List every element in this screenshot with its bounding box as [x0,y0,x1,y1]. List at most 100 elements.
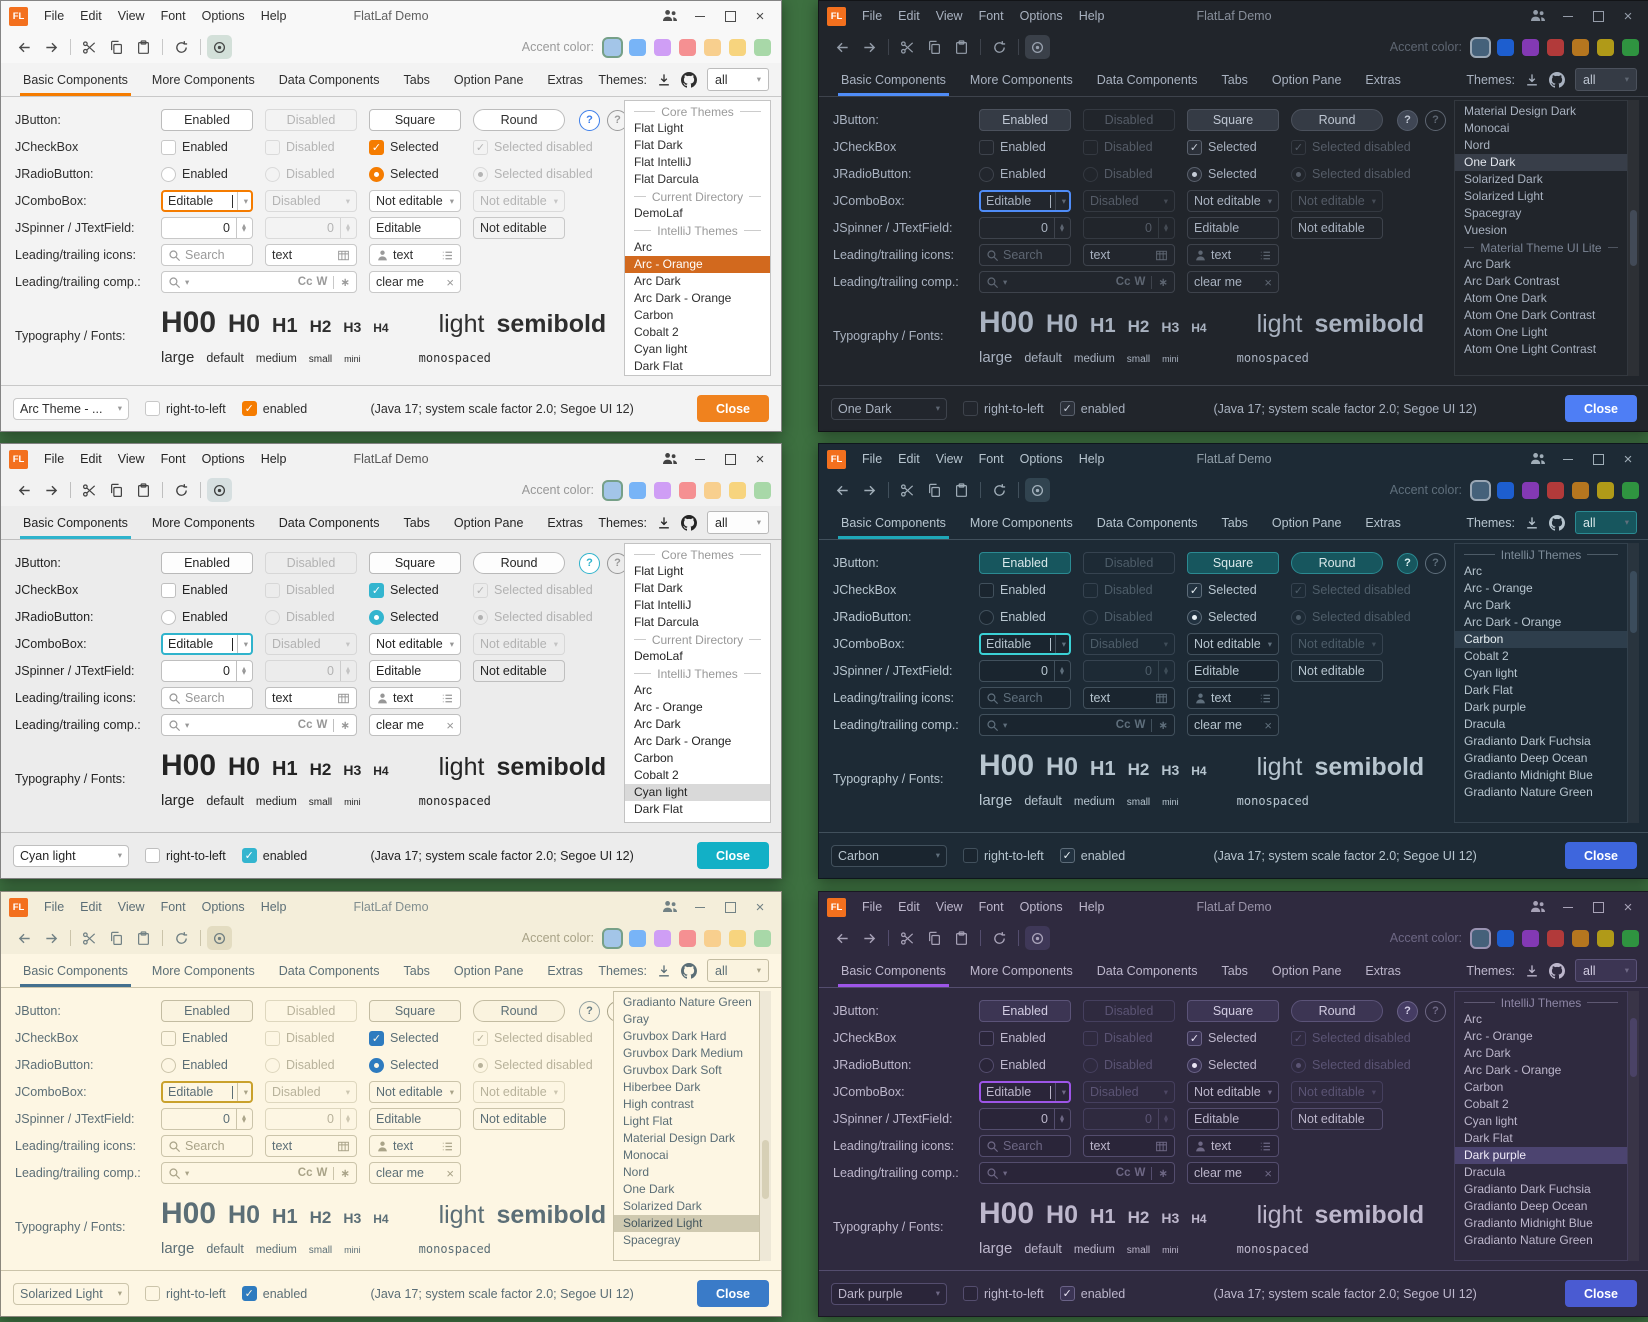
match-case-button[interactable]: Cc [297,719,313,731]
enabled-button[interactable]: Enabled [979,552,1071,574]
paste-icon[interactable] [131,926,156,950]
paste-icon[interactable] [949,35,974,59]
theme-list-item[interactable]: Carbon [1464,1080,1504,1094]
theme-list-item[interactable]: Arc Dark [1464,598,1511,612]
minimize-button[interactable] [1553,895,1583,919]
maximize-button[interactable] [1583,4,1613,28]
download-icon[interactable] [1525,73,1539,87]
checkbox-enabled[interactable]: Enabled [161,139,253,155]
menu-options[interactable]: Options [1019,9,1063,23]
menu-view[interactable]: View [117,900,145,914]
tab-basic-components[interactable]: Basic Components [11,506,140,539]
show-hidden-toggle-icon[interactable] [1025,926,1050,950]
search-field[interactable]: Search [979,1135,1071,1157]
menu-font[interactable]: Font [978,900,1004,914]
radio-enabled[interactable]: Enabled [161,1057,253,1073]
search-with-options-field[interactable]: ▾ Cc W ∗ [161,714,357,736]
text-field-with-table-icon[interactable]: text [1083,687,1175,709]
accent-swatch[interactable] [1597,481,1614,499]
tab-more-components[interactable]: More Components [969,963,1073,978]
back-icon[interactable] [830,926,855,950]
forward-icon[interactable] [857,926,882,950]
menu-options[interactable]: Options [1019,452,1063,466]
tab-extras[interactable]: Extras [1365,963,1401,978]
round-button[interactable]: Round [473,552,565,574]
search-with-options-field[interactable]: ▾ Cc W ∗ [979,1162,1175,1184]
combobox-arrow-button[interactable]: ▾ [236,635,248,653]
accent-swatch[interactable] [1522,481,1539,499]
search-field[interactable]: Search [161,687,253,709]
back-icon[interactable] [12,926,37,950]
tab-basic-components[interactable]: Basic Components [829,506,958,539]
maximize-button[interactable] [1583,895,1613,919]
copy-icon[interactable] [922,926,947,950]
close-window-button[interactable]: × [1623,898,1633,916]
theme-list-item[interactable]: Arc - Orange [1464,581,1533,595]
help-button[interactable]: ? [1397,1000,1418,1022]
menu-edit[interactable]: Edit [898,900,920,914]
theme-list-item[interactable]: Material Design Dark [623,1131,736,1145]
theme-list-item[interactable]: Solarized Dark [623,1199,702,1213]
radio-enabled[interactable]: Enabled [161,609,253,625]
theme-list-item[interactable]: Gruvbox Dark Hard [623,1029,727,1043]
enabled-checkbox[interactable]: enabled [1059,1286,1125,1301]
whole-word-button[interactable]: W [1134,276,1146,288]
minimize-button[interactable] [685,447,715,471]
theme-list-item[interactable]: Dark purple [1464,700,1527,714]
accent-swatch[interactable] [754,929,771,947]
clear-icon[interactable]: × [446,1165,454,1181]
enabled-checkbox[interactable]: enabled [1059,848,1125,863]
forward-icon[interactable] [857,478,882,502]
regex-button[interactable]: ∗ [340,720,350,732]
github-icon[interactable] [1549,514,1565,531]
minimize-button[interactable] [685,895,715,919]
help-button-secondary[interactable]: ? [1425,552,1446,574]
theme-list-item[interactable]: Atom One Dark Contrast [1464,308,1596,322]
accent-swatch[interactable] [604,481,621,499]
menu-help[interactable]: Help [260,9,287,23]
refresh-icon[interactable] [169,478,194,502]
tab-data-components[interactable]: Data Components [1096,72,1198,87]
tab-tabs[interactable]: Tabs [1221,72,1248,87]
theme-list-item[interactable]: Cyan light [625,784,770,801]
theme-list-item[interactable]: One Dark [1455,154,1627,171]
show-hidden-toggle-icon[interactable] [1025,478,1050,502]
copy-icon[interactable] [104,35,129,59]
tab-extras[interactable]: Extras [547,515,583,530]
text-field-with-user-icon[interactable]: text [1187,1135,1279,1157]
tab-tabs[interactable]: Tabs [403,963,430,978]
theme-list-item[interactable]: Solarized Light [1464,189,1544,203]
combobox-not-editable[interactable]: Not editable ▾ [1187,633,1279,655]
theme-list-item[interactable]: Arc [634,240,652,254]
theme-list-item[interactable]: Arc Dark [1464,1046,1511,1060]
menu-edit[interactable]: Edit [80,900,102,914]
refresh-icon[interactable] [169,926,194,950]
combobox-editable[interactable]: Editable ▾ [161,1081,253,1103]
theme-list-item[interactable]: Atom One Light Contrast [1464,342,1597,356]
tab-option-pane[interactable]: Option Pane [1271,72,1342,87]
theme-list-item[interactable]: Dark purple [1455,1147,1627,1164]
scrollbar-thumb[interactable] [762,1139,769,1199]
clear-icon[interactable]: × [446,274,454,290]
help-button[interactable]: ? [1397,552,1418,574]
menu-help[interactable]: Help [260,900,287,914]
theme-selector-combobox[interactable]: Arc Theme - ... ▾ [13,397,129,420]
combobox-not-editable[interactable]: Not editable ▾ [369,1081,461,1103]
users-icon[interactable] [1523,447,1553,471]
theme-list-item[interactable]: Solarized Light [614,1215,759,1232]
clear-me-field[interactable]: clear me × [1187,1162,1279,1184]
theme-list-item[interactable]: Monocai [623,1148,669,1162]
text-field-with-user-icon[interactable]: text [369,687,461,709]
spinner-buttons[interactable]: ▴ ▾ [1053,218,1064,238]
accent-swatch[interactable] [704,481,721,499]
close-dialog-button[interactable]: Close [696,395,769,422]
search-with-options-field[interactable]: ▾ Cc W ∗ [979,714,1175,736]
spinner[interactable]: 0 ▴ ▾ [979,1108,1071,1130]
theme-list-item[interactable]: Arc Dark [634,717,681,731]
maximize-button[interactable] [1583,447,1613,471]
combobox-arrow-button[interactable]: ▾ [1054,635,1066,653]
menu-help[interactable]: Help [1078,452,1105,466]
search-with-options-field[interactable]: ▾ Cc W ∗ [979,271,1175,293]
round-button[interactable]: Round [1291,1000,1383,1022]
clear-icon[interactable]: × [446,717,454,733]
